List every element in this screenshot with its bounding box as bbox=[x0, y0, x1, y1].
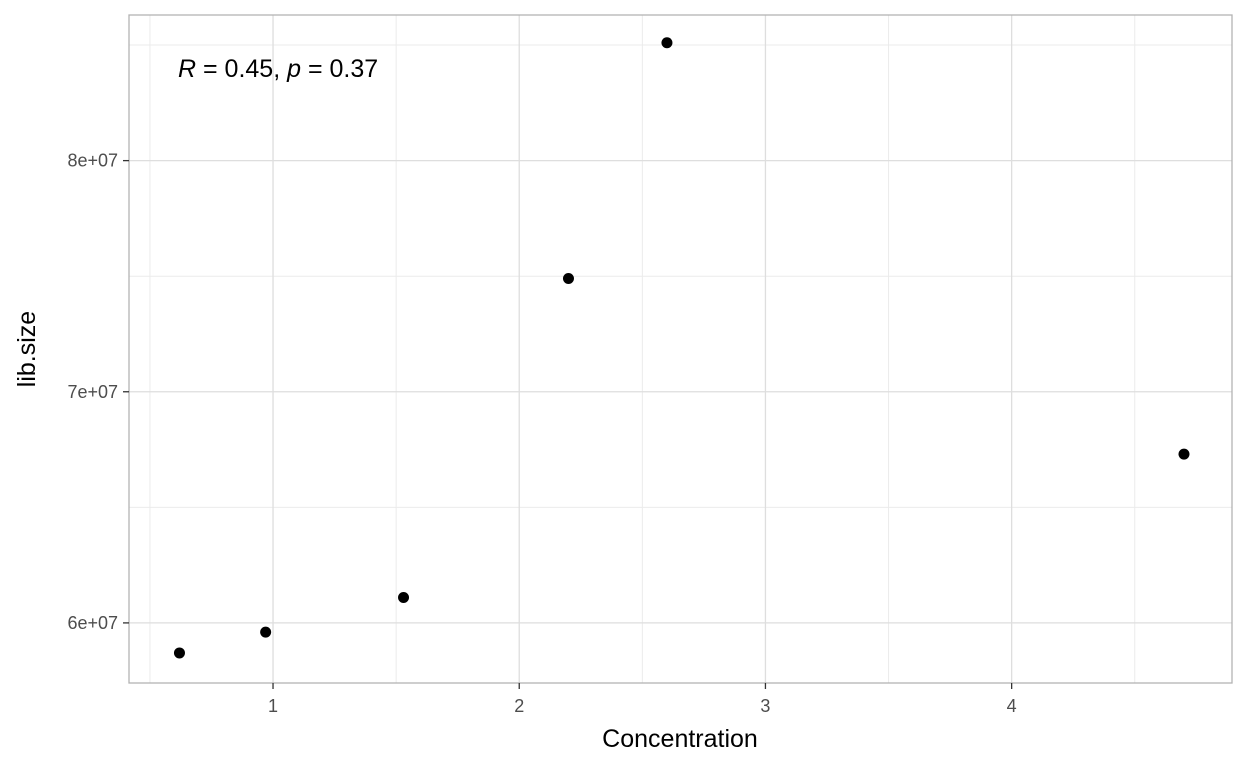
x-tick-label: 2 bbox=[514, 696, 524, 716]
r-symbol: R bbox=[178, 55, 196, 83]
y-axis-ticks: 6e+07 7e+07 8e+07 bbox=[67, 151, 129, 633]
plot-background bbox=[129, 15, 1232, 683]
x-tick-label: 3 bbox=[760, 696, 770, 716]
data-point bbox=[562, 273, 574, 285]
data-point bbox=[173, 647, 185, 659]
r-value: = 0.45, bbox=[196, 55, 287, 83]
plot-border bbox=[128, 14, 1233, 684]
minor-gridlines bbox=[129, 15, 1232, 683]
y-tick-label: 6e+07 bbox=[67, 613, 118, 633]
data-point bbox=[1178, 448, 1190, 460]
p-value: = 0.37 bbox=[301, 55, 378, 83]
data-point bbox=[260, 626, 272, 638]
x-axis-ticks: 1 2 3 4 bbox=[268, 683, 1017, 716]
x-axis-title: Concentration bbox=[602, 725, 758, 753]
major-gridlines bbox=[129, 15, 1232, 683]
y-tick-label: 8e+07 bbox=[67, 151, 118, 171]
p-symbol: p bbox=[286, 55, 301, 83]
y-axis-title: lib.size bbox=[13, 311, 41, 387]
correlation-annotation: R = 0.45, p = 0.37 bbox=[178, 55, 378, 83]
x-tick-label: 1 bbox=[268, 696, 278, 716]
y-tick-label: 7e+07 bbox=[67, 382, 118, 402]
data-point bbox=[661, 37, 673, 49]
data-point bbox=[398, 591, 410, 603]
data-points bbox=[173, 37, 1190, 659]
x-tick-label: 4 bbox=[1007, 696, 1017, 716]
